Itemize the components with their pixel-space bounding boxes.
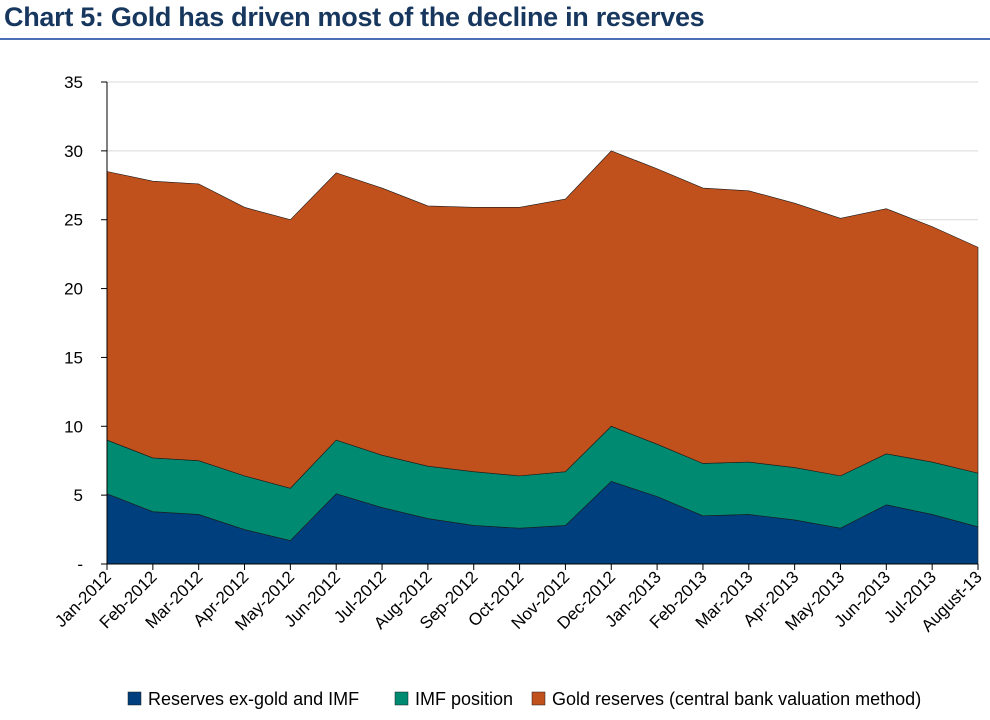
y-tick-label: 35 — [64, 73, 83, 92]
legend-label: Reserves ex-gold and IMF — [148, 689, 359, 709]
y-tick-label: 25 — [64, 211, 83, 230]
legend-swatch — [127, 691, 142, 706]
axes — [106, 82, 978, 565]
y-tick-label: 30 — [64, 142, 83, 161]
area-series — [106, 150, 979, 565]
legend-swatch — [531, 691, 546, 706]
chart-title: Chart 5: Gold has driven most of the dec… — [4, 2, 705, 32]
title-divider — [0, 38, 990, 40]
legend-swatch — [394, 691, 409, 706]
y-axis-ticks: - 5 10 15 20 25 30 35 — [64, 73, 107, 574]
legend-label: IMF position — [415, 689, 513, 709]
area-series-3 — [106, 150, 979, 489]
y-tick-label: 10 — [64, 417, 83, 436]
y-tick-label: 5 — [74, 486, 83, 505]
y-tick-label: 15 — [64, 348, 83, 367]
legend: Reserves ex-gold and IMF IMF position Gold… — [127, 689, 921, 709]
legend-label: Gold reserves (central bank valuation me… — [552, 689, 921, 709]
x-axis-ticks: Jan-2012Feb-2012Mar-2012Apr-2012May-2012… — [51, 564, 986, 636]
y-tick-label: 20 — [64, 280, 83, 299]
y-tick-label: - — [77, 555, 83, 574]
